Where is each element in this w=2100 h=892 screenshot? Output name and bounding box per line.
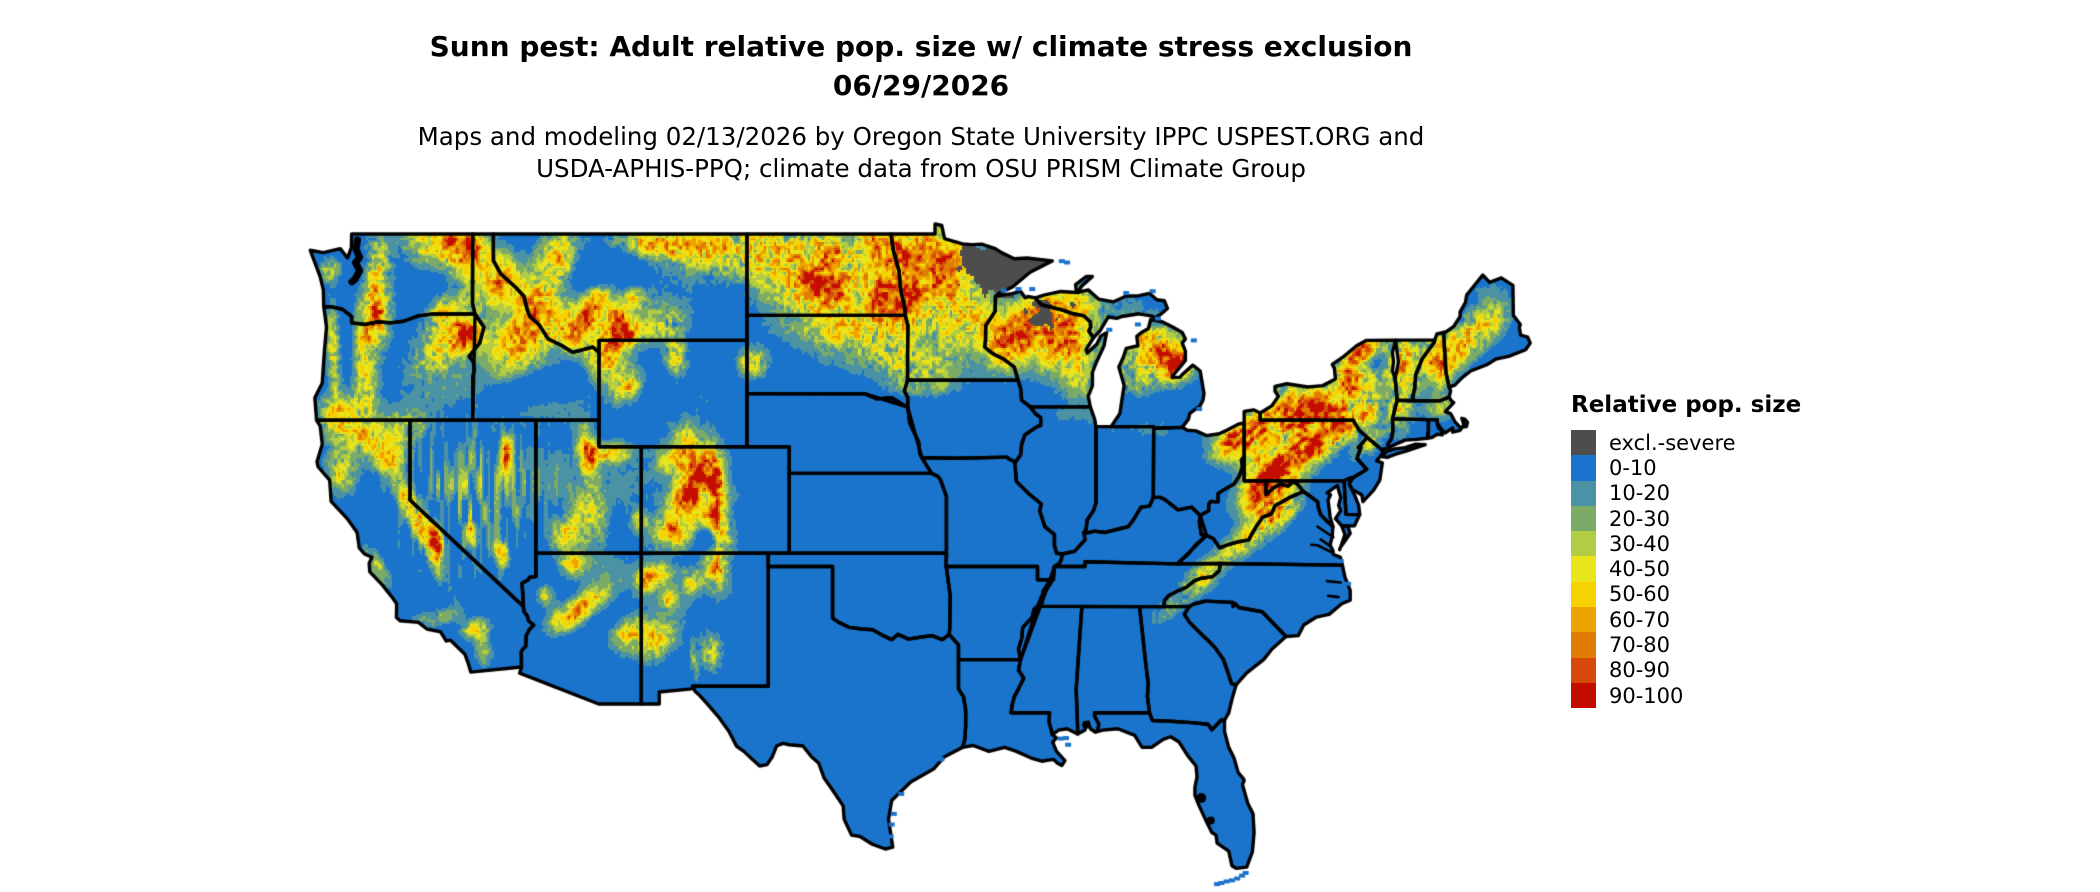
map-caption-line1: Maps and modeling 02/13/2026 by Oregon S… (417, 122, 1425, 151)
legend-row: 10-20 (1571, 480, 1801, 506)
legend-items: excl.-severe 0-10 10-20 20-30 30-40 40-5… (1571, 430, 1801, 709)
legend-row: 70-80 (1571, 632, 1801, 658)
legend-label: 90-100 (1609, 683, 1684, 708)
legend-row: 60-70 (1571, 607, 1801, 633)
legend-swatch (1571, 430, 1596, 456)
legend-label: 50-60 (1609, 582, 1671, 607)
legend-swatch (1571, 632, 1596, 658)
legend-swatch (1571, 581, 1596, 608)
legend-label: 80-90 (1609, 658, 1671, 683)
legend-label: 20-30 (1609, 506, 1671, 531)
legend-swatch (1571, 480, 1596, 506)
legend-row: excl.-severe (1571, 430, 1801, 456)
legend: Relative pop. size excl.-severe 0-10 10-… (1571, 392, 1802, 709)
legend-swatch (1571, 556, 1596, 582)
legend-swatch (1571, 531, 1596, 557)
legend-row: 30-40 (1571, 531, 1801, 557)
legend-label: 10-20 (1609, 481, 1671, 506)
legend-swatch (1571, 505, 1596, 532)
legend-row: 40-50 (1571, 556, 1801, 582)
legend-row: 90-100 (1571, 682, 1801, 709)
map-caption-line2: USDA-APHIS-PPQ; climate data from OSU PR… (536, 154, 1306, 183)
legend-label: 0-10 (1609, 455, 1657, 480)
legend-swatch (1571, 455, 1596, 481)
map-date: 06/29/2026 (832, 69, 1010, 102)
legend-title: Relative pop. size (1571, 392, 1802, 418)
legend-label: 40-50 (1609, 557, 1671, 582)
legend-label: 70-80 (1609, 633, 1671, 658)
legend-swatch (1571, 682, 1596, 709)
legend-swatch (1571, 607, 1596, 633)
map-title: Sunn pest: Adult relative pop. size w/ c… (429, 30, 1413, 63)
legend-row: 80-90 (1571, 657, 1801, 683)
legend-row: 0-10 (1571, 455, 1801, 481)
legend-row: 50-60 (1571, 581, 1801, 608)
legend-label: 30-40 (1609, 531, 1671, 556)
legend-swatch (1571, 657, 1596, 683)
legend-row: 20-30 (1571, 505, 1801, 532)
legend-label: excl.-severe (1609, 430, 1736, 455)
legend-label: 60-70 (1609, 607, 1671, 632)
